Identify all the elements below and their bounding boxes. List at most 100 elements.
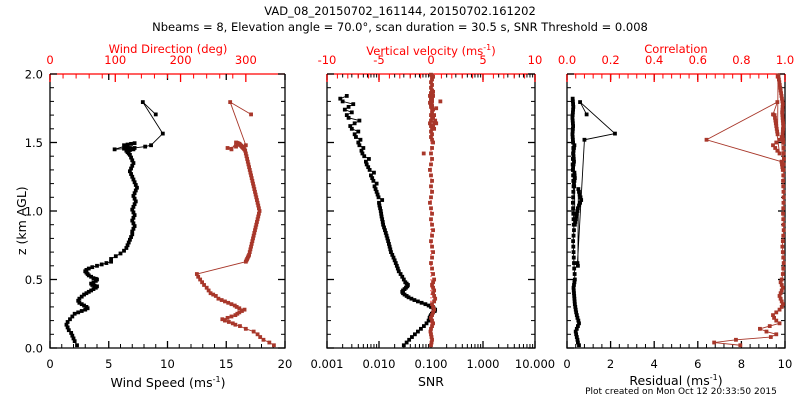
data-point	[128, 169, 132, 174]
data-point	[431, 115, 435, 120]
data-point	[430, 132, 434, 137]
data-point	[419, 326, 423, 331]
data-point	[432, 299, 437, 304]
data-point	[781, 255, 786, 260]
data-point	[253, 189, 257, 194]
data-point	[572, 283, 576, 287]
data-point	[777, 137, 782, 142]
data-point	[132, 141, 137, 146]
data-point	[84, 291, 89, 296]
data-point	[86, 289, 91, 294]
data-point	[89, 281, 94, 286]
data-point	[135, 185, 139, 190]
data-point	[781, 178, 785, 183]
data-point	[383, 231, 388, 235]
data-point	[267, 340, 272, 345]
right-xticklabel-bottom: 10	[778, 357, 793, 371]
data-point	[572, 184, 577, 189]
data-point	[430, 302, 434, 307]
data-point	[432, 294, 437, 298]
data-point	[220, 317, 225, 322]
data-point	[421, 151, 426, 156]
y-ticklabel: 1.0	[25, 205, 43, 219]
data-point	[572, 176, 577, 181]
left-xticklabel-top: 300	[235, 53, 257, 67]
data-point	[69, 331, 74, 335]
right-xticklabel-bottom: 4	[651, 357, 658, 371]
data-point	[382, 225, 386, 230]
data-point	[247, 168, 252, 172]
data-point	[424, 321, 429, 326]
data-point	[244, 154, 249, 159]
data-point	[781, 233, 786, 238]
data-point	[570, 168, 575, 172]
data-point	[252, 231, 257, 235]
data-point	[574, 335, 579, 339]
data-point	[387, 241, 391, 246]
data-point	[243, 143, 248, 148]
data-point	[388, 247, 393, 252]
series-right-residual	[570, 96, 617, 348]
data-point	[130, 146, 135, 151]
data-point	[778, 88, 783, 93]
data-point	[429, 91, 433, 96]
data-point	[430, 77, 434, 82]
data-point	[90, 265, 95, 270]
series-middle-vertical-velocity	[421, 72, 443, 348]
left-xticklabel-bottom: 20	[278, 357, 293, 371]
data-point	[133, 183, 138, 187]
data-point	[572, 170, 577, 175]
data-point	[394, 263, 399, 268]
data-point	[577, 343, 581, 348]
data-point	[771, 143, 775, 148]
data-point	[780, 115, 785, 120]
series-line	[571, 98, 616, 346]
left-xticklabel-top: 100	[104, 53, 126, 67]
data-point	[216, 296, 221, 301]
data-point	[132, 146, 137, 150]
data-point	[430, 324, 434, 328]
data-point	[433, 118, 438, 123]
right-top-axis-title: Correlation	[644, 42, 708, 56]
data-point	[429, 162, 433, 167]
data-point	[764, 329, 769, 334]
data-point	[70, 314, 75, 319]
data-point	[781, 124, 786, 128]
data-point	[781, 126, 785, 131]
data-point	[378, 206, 382, 211]
data-point	[779, 305, 784, 309]
data-point	[247, 165, 251, 170]
data-point	[778, 296, 783, 301]
data-point	[571, 140, 575, 145]
data-point	[358, 137, 363, 142]
data-point	[338, 96, 343, 101]
data-point	[572, 143, 577, 148]
data-point	[570, 129, 575, 134]
data-point	[572, 173, 577, 178]
data-point	[208, 291, 213, 296]
data-point	[131, 226, 136, 231]
data-point	[780, 102, 785, 107]
data-point	[357, 118, 362, 123]
data-point	[225, 315, 230, 320]
data-point	[431, 280, 435, 285]
data-point	[247, 250, 252, 254]
data-point	[577, 189, 581, 194]
data-point	[342, 107, 347, 112]
data-point	[344, 94, 349, 98]
panel-middle: 0.001 0.010 0.100 1.000 10.000 -10 -5 0 5 10	[311, 53, 556, 371]
data-point	[104, 261, 109, 265]
data-point	[432, 120, 437, 125]
data-point	[95, 263, 99, 268]
data-point	[431, 272, 435, 276]
plot-subtitle: Nbeams = 8, Elevation angle = 70.0°, sca…	[152, 20, 648, 34]
data-point	[572, 228, 576, 233]
data-point	[780, 168, 785, 172]
data-point	[429, 72, 433, 77]
data-point	[130, 207, 135, 212]
data-point	[131, 215, 136, 220]
data-point	[430, 157, 434, 161]
data-point	[255, 332, 260, 337]
